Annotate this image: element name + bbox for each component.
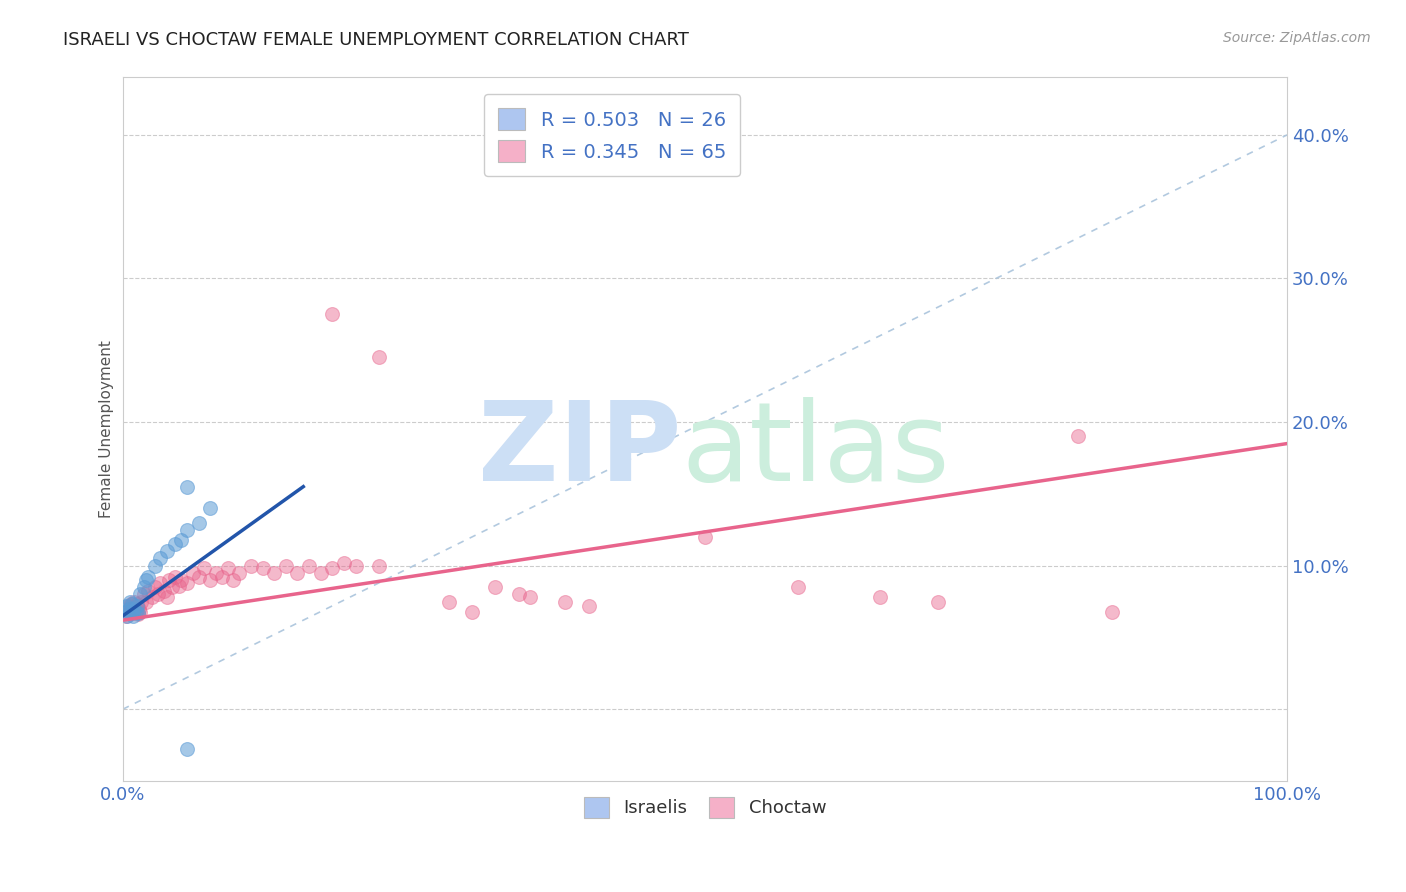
Point [368, 351, 391, 365]
Point [198, 501, 221, 516]
Point [321, 561, 343, 575]
Point [118, 601, 141, 615]
Point [787, 580, 810, 594]
Point [193, 561, 215, 575]
Point [217, 561, 239, 575]
Point [298, 558, 321, 573]
Point [869, 591, 891, 605]
Text: atlas: atlas [682, 397, 950, 504]
Point [309, 566, 332, 580]
Point [170, 573, 193, 587]
Point [124, 601, 146, 615]
Point [127, 606, 149, 620]
Point [152, 584, 174, 599]
Point [156, 591, 179, 605]
Point [132, 580, 155, 594]
Point [135, 594, 157, 608]
Point [461, 605, 484, 619]
Point [145, 580, 167, 594]
Point [484, 580, 506, 594]
Point [125, 599, 148, 613]
Point [519, 591, 541, 605]
Point [117, 601, 139, 615]
Point [176, 575, 198, 590]
Point [122, 608, 145, 623]
Point [222, 573, 245, 587]
Point [187, 570, 209, 584]
Point [128, 601, 150, 615]
Point [145, 558, 167, 573]
Point [135, 573, 157, 587]
Point [287, 566, 309, 580]
Point [344, 558, 367, 573]
Point [368, 558, 391, 573]
Point [187, 516, 209, 530]
Point [120, 605, 142, 619]
Point [138, 570, 160, 584]
Point [211, 570, 233, 584]
Point [114, 605, 136, 619]
Point [122, 600, 145, 615]
Point [124, 605, 146, 619]
Point [129, 605, 152, 619]
Point [125, 598, 148, 612]
Point [205, 566, 228, 580]
Point [149, 551, 172, 566]
Point [115, 599, 138, 613]
Point [138, 584, 160, 599]
Point [132, 587, 155, 601]
Point [181, 566, 204, 580]
Point [141, 591, 163, 605]
Point [149, 575, 172, 590]
Point [115, 608, 138, 623]
Point [1066, 429, 1088, 443]
Point [118, 599, 141, 613]
Point [167, 579, 190, 593]
Text: ZIP: ZIP [478, 397, 682, 504]
Point [239, 558, 262, 573]
Point [127, 607, 149, 622]
Point [124, 594, 146, 608]
Point [121, 598, 143, 612]
Point [165, 570, 187, 584]
Point [117, 608, 139, 623]
Point [160, 580, 183, 594]
Point [693, 530, 716, 544]
Point [321, 307, 343, 321]
Point [554, 594, 576, 608]
Point [121, 606, 143, 620]
Point [129, 587, 152, 601]
Point [333, 556, 356, 570]
Point [578, 599, 600, 613]
Y-axis label: Female Unemployment: Female Unemployment [100, 340, 114, 518]
Point [508, 587, 530, 601]
Point [118, 605, 141, 619]
Point [927, 594, 949, 608]
Point [1101, 605, 1123, 619]
Legend: Israelis, Choctaw: Israelis, Choctaw [576, 789, 834, 825]
Point [198, 573, 221, 587]
Point [263, 566, 285, 580]
Point [146, 587, 169, 601]
Point [124, 603, 146, 617]
Point [176, 523, 198, 537]
Point [157, 573, 180, 587]
Text: Source: ZipAtlas.com: Source: ZipAtlas.com [1223, 31, 1371, 45]
Point [176, 742, 198, 756]
Point [176, 480, 198, 494]
Point [131, 594, 153, 608]
Text: ISRAELI VS CHOCTAW FEMALE UNEMPLOYMENT CORRELATION CHART: ISRAELI VS CHOCTAW FEMALE UNEMPLOYMENT C… [63, 31, 689, 49]
Point [118, 594, 141, 608]
Point [228, 566, 250, 580]
Point [120, 598, 142, 612]
Point [252, 561, 274, 575]
Point [114, 605, 136, 619]
Point [170, 533, 193, 547]
Point [165, 537, 187, 551]
Point [156, 544, 179, 558]
Point [437, 594, 460, 608]
Point [274, 558, 297, 573]
